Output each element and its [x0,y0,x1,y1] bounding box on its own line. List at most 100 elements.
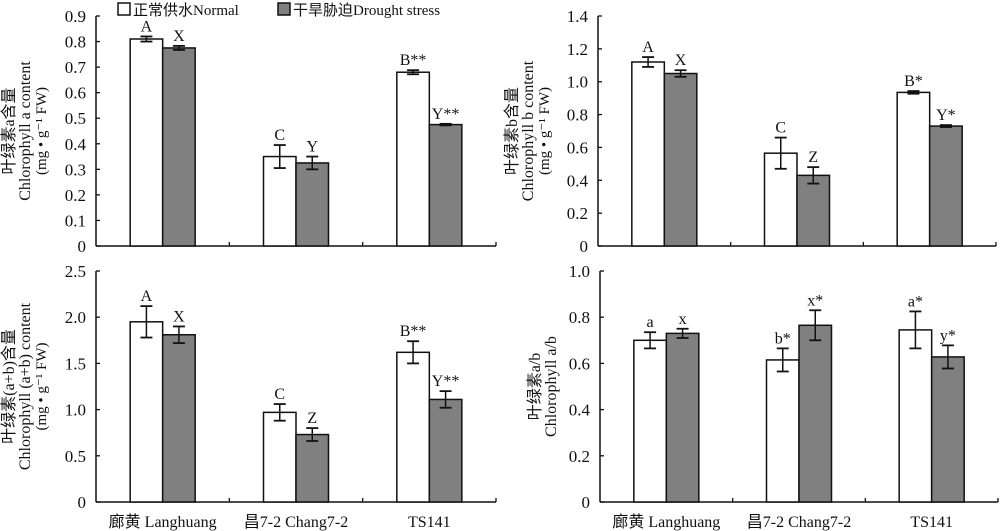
y-tick-label: 0.7 [65,58,87,77]
y-tick-label: 0.5 [65,447,86,466]
y-tick-label: 0.2 [569,447,590,466]
bar-normal [763,152,798,247]
significance-label: X [173,308,185,325]
y-tick-label: 0.8 [569,308,590,327]
y-tick-label: 0.5 [65,109,86,128]
bar-normal [396,71,431,247]
y-tick-label: 0.4 [65,135,87,154]
bar-drought [796,174,831,247]
y-tick-label: 1.0 [569,262,590,281]
y-tick-label: 1.4 [567,7,589,26]
bar-normal [765,359,800,503]
y-tick-label: 0 [78,493,87,512]
significance-label: Z [808,149,818,166]
significance-label: A [642,39,654,56]
x-category-label: 昌7-2 Chang7-2 [244,514,348,531]
y-tick-label: 0.6 [569,354,590,373]
y-tick-label: 0.8 [65,33,86,52]
bar-drought [930,356,965,503]
y-label-unit: (mg • g⁻¹ FW) [34,87,50,175]
bar-drought [928,125,963,247]
bar-normal [896,91,931,247]
y-tick-label: 0.9 [65,7,86,26]
y-tick-label: 1.2 [567,40,588,59]
significance-label: b* [775,330,791,347]
y-tick-label: 0 [78,237,87,256]
y-tick-label: 0.8 [567,106,588,125]
y-tick-label: 0 [580,237,589,256]
x-category-label: 廊黄 Langhuang [612,513,720,531]
significance-label: Y [306,139,318,156]
y-tick-label: 1.5 [65,354,86,373]
significance-label: a* [908,293,923,310]
panel-chlorophyll-b: 0 0.2 0.4 0.6 0.8 1.0 1.2 1.4 A X C Z B* Y* 叶绿素b含量 Chlo… [503,7,997,256]
y-tick-label: 1.0 [65,401,86,420]
significance-label: a [647,314,654,331]
y-label-cn: 叶绿素a/b [526,353,544,421]
y-tick-label: 2.0 [65,308,86,327]
bar-drought [295,433,330,503]
y-tick-label: 0.6 [567,138,588,157]
significance-label: B** [400,52,427,69]
significance-label: Z [307,410,317,427]
y-label-cn: 叶绿素a含量 [0,87,18,174]
bar-drought [161,334,196,503]
y-label-cn: 叶绿素(a+b)含量 [0,329,18,444]
significance-label: A [141,288,153,305]
significance-label: x [679,311,687,328]
panel-chlorophyll-a: 0 0.1 0.2 0.3 0.4 0.5 0.6 0.7 0.8 0.9 A X C Y B** Y** 叶绿… [0,7,497,256]
y-label-unit: (mg • g⁻¹ FW) [34,342,50,430]
legend-swatch-normal [117,2,131,16]
y-tick-label: 1.0 [567,73,588,92]
bar-normal [898,329,933,503]
x-category-label: TS141 [910,514,953,531]
y-label-unit: (mg • g⁻¹ FW) [537,87,553,175]
bar-normal [262,155,297,247]
panel-chlorophyll-ab-total: 0 0.5 1.0 1.5 2.0 2.5 A X 廊黄 Langhuang C Z 昌7-2 Cha… [0,262,497,531]
y-label: Chlorophyll b content [520,60,537,201]
y-tick-label: 0 [582,493,591,512]
y-tick-label: 0.4 [567,171,589,190]
significance-label: C [775,120,786,137]
significance-label: Y* [936,107,956,124]
y-tick-label: 0.2 [567,204,588,223]
significance-label: X [173,28,185,45]
x-category-label: TS141 [408,514,451,531]
significance-label: B* [904,73,923,90]
bar-normal [631,61,666,247]
bar-drought [665,332,700,503]
significance-label: C [274,386,285,403]
y-tick-label: 0.1 [65,211,86,230]
bar-drought [161,47,196,247]
y-label: Chlorophyll a/b [543,336,560,437]
bar-drought [295,162,330,247]
significance-label: Y** [432,373,460,390]
significance-label: x* [807,292,823,309]
bar-drought [798,324,833,503]
y-tick-label: 0.3 [65,160,86,179]
panel-chlorophyll-ab-ratio: 0 0.2 0.4 0.6 0.8 1.0 a x 廊黄 Langhuang b* x* 昌7-2 C… [526,262,999,531]
bar-normal [396,351,431,503]
y-label: Chlorophyll (a+b) content [17,302,34,470]
bar-normal [129,321,164,503]
y-label: Chlorophyll a content [17,61,34,201]
legend-label-drought: 干旱胁迫Drought stress [293,2,440,19]
significance-label: C [274,127,285,144]
y-tick-label: 0.4 [569,401,591,420]
legend-label-normal: 正常供水Normal [133,2,239,19]
significance-label: X [675,52,687,69]
y-label-cn: 叶绿素b含量 [503,87,521,175]
bar-normal [262,411,297,503]
bar-drought [428,123,463,247]
y-tick-label: 0.2 [65,186,86,205]
y-tick-label: 2.5 [65,262,86,281]
x-category-label: 廊黄 Langhuang [109,513,217,531]
significance-label: y* [940,327,956,344]
legend-swatch-drought [277,2,291,16]
x-category-label: 昌7-2 Chang7-2 [747,514,851,531]
significance-label: B** [400,323,427,340]
bar-drought [428,398,463,503]
bar-drought [663,72,698,247]
significance-label: Y** [432,106,460,123]
